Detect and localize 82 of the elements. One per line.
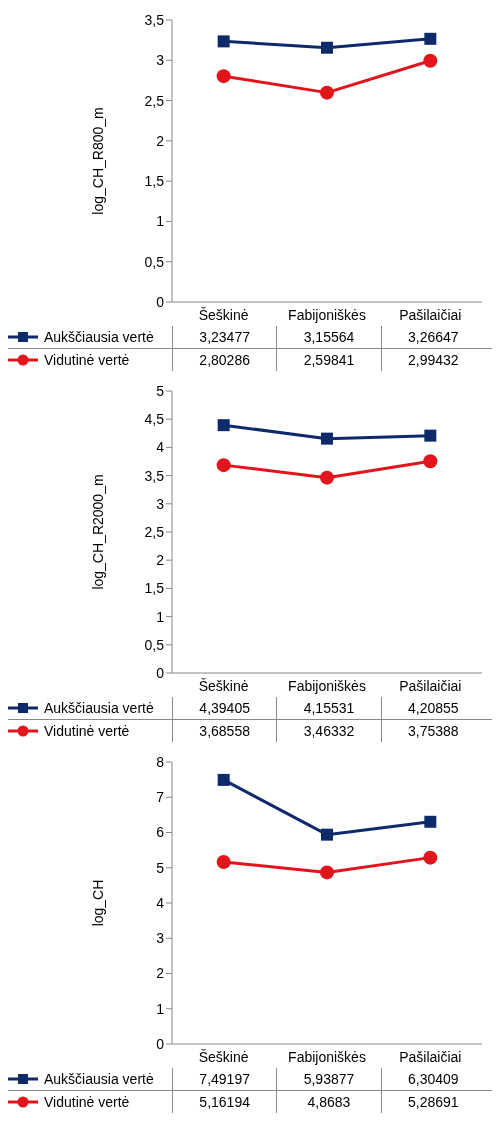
data-label: 3,68558 (172, 720, 277, 742)
data-label: 3,26647 (380, 326, 485, 348)
y-tick-label: 1,5 (144, 173, 165, 190)
y-tick-label: 2 (156, 965, 165, 982)
data-label: 3,46332 (276, 720, 381, 742)
data-label: 3,23477 (172, 326, 277, 348)
y-tick-label: 1 (156, 1000, 165, 1017)
y-tick-label: 1,5 (144, 580, 165, 597)
data-label: 4,20855 (380, 697, 485, 719)
point (423, 53, 438, 68)
point (217, 35, 230, 48)
y-tick-label: 7 (156, 789, 165, 806)
y-tick-label: 2 (156, 132, 165, 149)
data-label: 3,15564 (276, 326, 381, 348)
data-label: 2,99432 (380, 349, 485, 371)
y-tick-label: 4,5 (144, 411, 165, 428)
data-label: 4,15531 (276, 697, 381, 719)
point (424, 815, 437, 828)
y-tick-label: 4 (156, 894, 165, 911)
point (217, 419, 230, 432)
point (423, 454, 438, 469)
y-tick-label: 0 (156, 293, 165, 310)
y-tick-label: 2 (156, 552, 165, 569)
y-tick-label: 2,5 (144, 523, 165, 540)
point (321, 432, 333, 445)
x-tick-label: Šeškinė (198, 677, 249, 694)
y-tick-label: 3 (156, 495, 165, 512)
point (216, 458, 231, 473)
y-tick-label: 6 (156, 824, 165, 841)
y-tick-label: 0,5 (144, 636, 165, 653)
x-tick-label: Šeškinė (198, 306, 249, 323)
x-tick-label: Fabijoniškės (288, 306, 366, 323)
data-label: 4,39405 (172, 697, 277, 719)
y-tick-label: 3 (156, 52, 165, 69)
y-tick-label: 4 (156, 439, 165, 456)
y-tick-label: 3 (156, 930, 165, 947)
data-label: 3,75388 (380, 720, 485, 742)
y-tick-label: 3,5 (144, 11, 165, 28)
point (320, 865, 334, 880)
y-tick-label: 0 (156, 1035, 165, 1052)
y-tick-label: 3,5 (144, 467, 165, 484)
point (217, 773, 230, 786)
x-tick-label: Šeškinė (198, 1048, 249, 1065)
point (321, 41, 333, 54)
point (216, 69, 231, 84)
point (320, 470, 334, 485)
legend-label: Vidutinė vertė (44, 723, 130, 739)
y-tick-label: 1 (156, 608, 165, 625)
data-label: 5,16194 (172, 1091, 277, 1113)
x-tick-label: Fabijoniškės (288, 677, 366, 694)
y-tick-label: 1 (156, 213, 165, 230)
point (424, 429, 437, 442)
legend-label: Aukščiausia vertė (44, 1071, 154, 1087)
data-label: 2,80286 (172, 349, 277, 371)
data-label: 5,93877 (276, 1068, 381, 1090)
x-tick-label: Pašilaičiai (399, 306, 462, 323)
data-label: 7,49197 (172, 1068, 277, 1090)
x-tick-label: Fabijoniškės (288, 1048, 366, 1065)
y-tick-label: 2,5 (144, 92, 165, 109)
y-tick-label: 0 (156, 664, 165, 681)
point (424, 32, 437, 45)
data-label: 4,8683 (276, 1091, 381, 1113)
data-label: 6,30409 (380, 1068, 485, 1090)
x-tick-label: Pašilaičiai (399, 677, 462, 694)
y-tick-label: 5 (156, 859, 165, 876)
y-axis-title: log_CH (89, 879, 106, 927)
y-tick-label: 0,5 (144, 253, 165, 270)
point (320, 85, 334, 100)
point (423, 850, 438, 865)
x-tick-label: Pašilaičiai (399, 1048, 462, 1065)
data-label: 5,28691 (380, 1091, 485, 1113)
y-tick-label: 8 (156, 753, 165, 770)
y-axis-title: log_CH_R2000_m (89, 474, 106, 590)
data-label: 2,59841 (276, 349, 381, 371)
legend-label: Vidutinė vertė (44, 1094, 130, 1110)
legend-label: Aukščiausia vertė (44, 329, 154, 345)
point (216, 855, 231, 870)
point (321, 828, 333, 841)
y-tick-label: 5 (156, 382, 165, 399)
legend-label: Aukščiausia vertė (44, 700, 154, 716)
legend-label: Vidutinė vertė (44, 352, 130, 368)
y-axis-title: log_CH_R800_m (89, 107, 106, 215)
